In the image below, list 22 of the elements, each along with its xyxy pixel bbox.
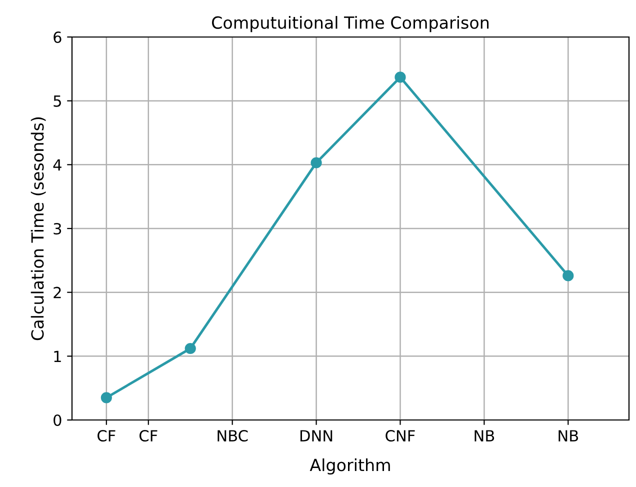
x-tick-label: CNF xyxy=(386,430,415,442)
point xyxy=(310,157,322,168)
point xyxy=(184,342,196,354)
y-tick-label: 6 xyxy=(54,31,62,44)
point xyxy=(562,270,574,282)
y-tick-label: 1 xyxy=(54,350,61,362)
chart-title: Computuitional Time Comparison xyxy=(212,16,489,32)
x-tick-label: NB xyxy=(474,430,494,442)
y-tick-label: 2 xyxy=(54,286,61,298)
x-axis-title: Algorithm xyxy=(310,458,390,475)
y-axis-title: Calculation Time (sesonds) xyxy=(30,117,46,340)
x-tick-label: CF xyxy=(98,430,116,442)
y-tick-label: 4 xyxy=(53,159,62,170)
x-tick-label: DNN xyxy=(300,430,332,442)
y-tick-label: 3 xyxy=(54,222,62,235)
x-tick-label: NB xyxy=(558,430,578,442)
y-tick-label: 0 xyxy=(54,414,62,426)
y-tick-label: 5 xyxy=(54,96,61,107)
x-tick-label: CF xyxy=(140,430,158,442)
point xyxy=(100,392,112,404)
point xyxy=(394,72,406,83)
x-tick-label: NBC xyxy=(218,430,248,442)
